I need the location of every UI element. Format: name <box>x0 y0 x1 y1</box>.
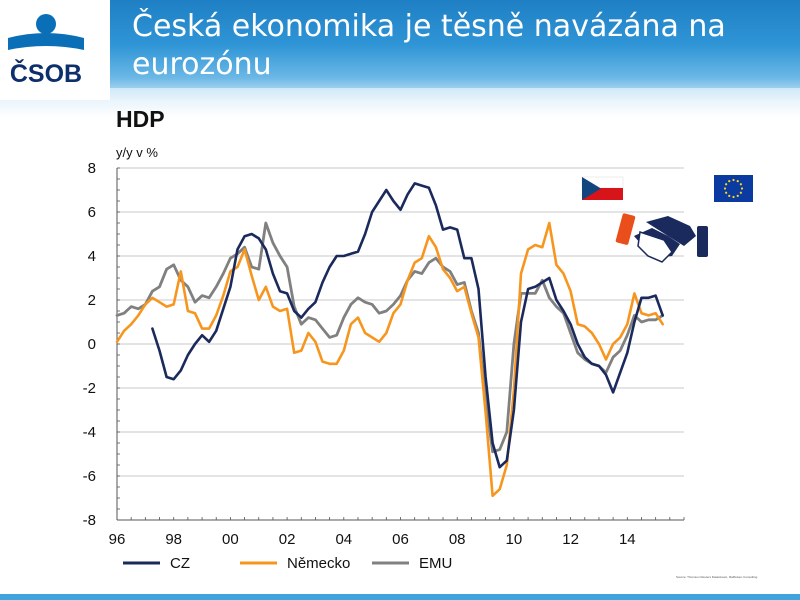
y-tick-label: 2 <box>88 292 96 309</box>
y-tick-label: -8 <box>83 512 96 529</box>
eu-star-icon <box>736 194 739 197</box>
x-axis-ticks: 96 98 00 02 04 06 08 10 12 14 <box>109 517 685 548</box>
x-tick-label: 10 <box>506 531 523 548</box>
y-tick-label: -6 <box>83 468 96 485</box>
header-fade <box>0 88 800 118</box>
logo-arms-icon <box>8 33 84 50</box>
eu-flag-icon <box>714 175 753 202</box>
x-tick-label: 14 <box>619 531 636 548</box>
eu-star-icon <box>725 191 728 194</box>
x-tick-label: 96 <box>109 531 126 548</box>
y-tick-label: -4 <box>83 424 96 441</box>
chart-title: HDP <box>116 106 165 132</box>
x-tick-label: 04 <box>335 531 352 548</box>
eu-star-icon <box>740 187 744 190</box>
x-tick-label: 98 <box>165 531 182 548</box>
legend-label: CZ <box>170 555 190 572</box>
y-tick-label: 8 <box>88 160 96 177</box>
csob-logo: ČSOB <box>0 0 110 100</box>
y-axis-ticks: 8 6 4 2 0 -2 -4 -6 -8 <box>83 160 96 529</box>
chart-legend: CZ Německo EMU <box>123 555 452 572</box>
eu-star-icon <box>728 194 731 197</box>
series-line-nemecko <box>115 221 665 498</box>
x-tick-label: 02 <box>279 531 296 548</box>
eu-star-icon <box>725 183 728 186</box>
legend-label: EMU <box>419 555 452 572</box>
csob-logo-mark: ČSOB <box>8 14 84 88</box>
x-tick-label: 12 <box>562 531 579 548</box>
eu-star-icon <box>728 180 731 183</box>
header-banner <box>0 0 800 100</box>
y-axis-unit-label: y/y v % <box>116 145 158 160</box>
logo-head-icon <box>36 14 56 34</box>
bottom-bar <box>0 594 800 600</box>
y-tick-label: 4 <box>88 248 96 265</box>
y-tick-label: 6 <box>88 204 96 221</box>
eu-star-icon <box>723 187 727 190</box>
x-tick-label: 00 <box>222 531 239 548</box>
handshake-icon <box>615 213 708 263</box>
y-tick-label: -2 <box>83 380 96 397</box>
logo-text: ČSOB <box>10 58 82 88</box>
series-line-emu <box>115 221 665 454</box>
legend-label: Německo <box>287 555 350 572</box>
eu-star-icon <box>732 195 735 199</box>
eu-star-icon <box>739 191 742 194</box>
slide-title: Česká ekonomika je těsně navázána na eur… <box>132 9 726 82</box>
y-tick-label: 0 <box>88 336 96 353</box>
czech-flag-icon <box>581 176 624 200</box>
eu-star-icon <box>736 180 739 183</box>
x-tick-label: 08 <box>449 531 466 548</box>
series-line-cz <box>151 182 665 469</box>
series-lines <box>115 182 665 498</box>
x-tick-label: 06 <box>392 531 409 548</box>
eu-star-icon <box>739 183 742 186</box>
eu-star-icon <box>732 178 735 182</box>
source-note: Source: Thomson Reuters Datastream, Raif… <box>676 575 758 579</box>
